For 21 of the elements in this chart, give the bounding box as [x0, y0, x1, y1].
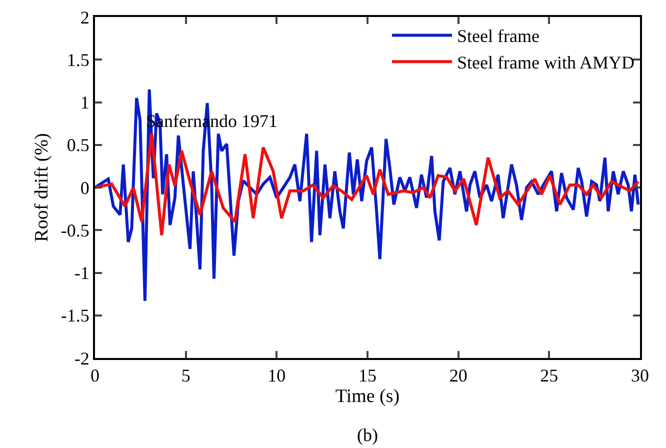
x-tick-label: 5: [181, 366, 190, 386]
y-axis-title: Roof drift (%): [31, 133, 52, 242]
y-tick-label: -0.5: [60, 220, 90, 240]
x-axis-title: Time (s): [335, 386, 400, 407]
y-tick-label: 2: [80, 7, 90, 28]
legend-label: Steel frame with AMYD: [457, 52, 634, 73]
x-tick-label: 25: [540, 366, 558, 386]
x-tick-label: 10: [268, 366, 286, 386]
text: (b): [357, 425, 378, 445]
x-tick-label: 30: [631, 366, 649, 386]
y-tick-label: -2: [74, 348, 90, 368]
line-series: [95, 132, 640, 237]
legend-label: Steel frame: [457, 26, 540, 46]
x-tick-label: 20: [449, 366, 468, 386]
y-tick-label: -1.5: [60, 306, 90, 326]
y-tick-label: 1.5: [66, 50, 90, 70]
y-tick-label: 0.5: [66, 135, 90, 156]
y-tick-label: -1: [74, 263, 90, 284]
x-tick-label: 15: [358, 366, 376, 386]
y-tick-label: 0: [80, 178, 90, 198]
y-tick-label: 1: [80, 92, 90, 113]
